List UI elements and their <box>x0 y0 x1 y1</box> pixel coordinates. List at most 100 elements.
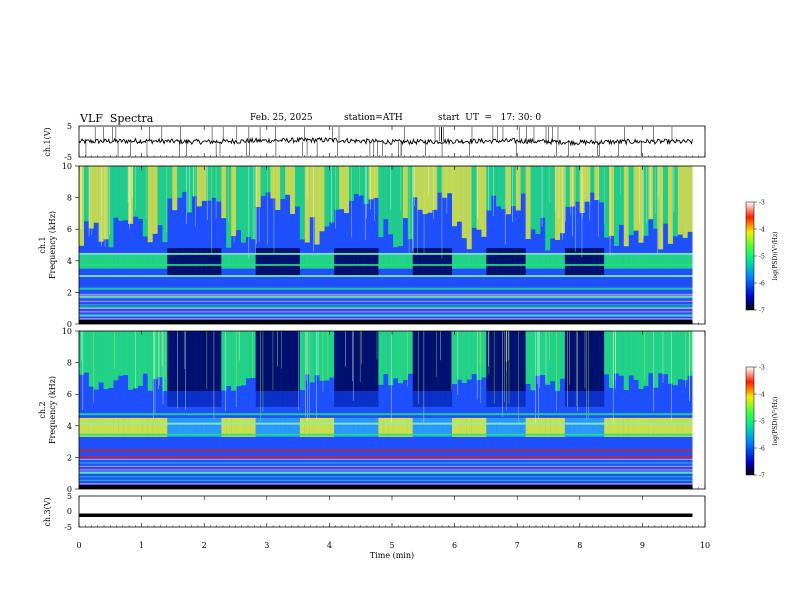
spectrogram-cell <box>250 331 256 378</box>
spectrogram-cell <box>604 254 610 269</box>
spectrogram-cell <box>599 417 605 437</box>
spectrogram-cell <box>437 391 443 407</box>
spectrogram-band <box>79 449 693 452</box>
spectrogram-cell <box>559 254 565 269</box>
spectrogram-cell <box>618 254 624 269</box>
spectrogram-cell <box>427 166 433 213</box>
spectrogram-cell <box>88 166 94 229</box>
spectrogram-cell <box>294 391 300 407</box>
spectrogram-band <box>79 462 693 464</box>
spectrogram-cell <box>299 417 305 437</box>
spectrogram-cell <box>344 331 350 392</box>
spectrogram-cell <box>132 417 138 437</box>
spectrogram-cell <box>456 331 462 380</box>
spectrogram-cell <box>574 331 580 392</box>
spectrogram-cell <box>221 254 227 269</box>
spectrogram-cell <box>432 417 438 437</box>
spectrogram-cell <box>216 391 222 407</box>
spectrogram-cell <box>687 166 693 232</box>
spectrogram-cell <box>447 391 453 407</box>
spectrogram-cell <box>432 248 438 277</box>
spectrogram-cell <box>663 166 669 224</box>
spectrogram-cell <box>618 331 624 376</box>
spectrogram-cell <box>201 166 207 201</box>
spectrogram-cell <box>633 417 639 437</box>
spectrogram-cell <box>471 166 477 228</box>
spectrogram-cell <box>108 331 114 388</box>
spectrogram-cell <box>599 391 605 407</box>
spectrogram-cell <box>540 331 546 375</box>
spectrogram-cell <box>231 417 237 437</box>
station-label: station=ATH <box>344 113 403 123</box>
spectrogram-cell <box>569 331 575 392</box>
spectrogram-cell <box>383 331 389 375</box>
spectrogram-cell <box>137 417 143 437</box>
spectrogram-cell <box>368 391 374 407</box>
spectrogram-cell <box>290 417 296 437</box>
spectrogram-cell <box>231 166 237 237</box>
spectrogram-cell <box>309 417 315 437</box>
spectrogram-cell <box>172 417 178 437</box>
spectrogram-band <box>79 471 693 474</box>
spectrogram-cell <box>623 166 629 247</box>
colorbar-tick-label: -7 <box>759 473 765 480</box>
spectrogram-cell <box>255 331 261 392</box>
spectrogram-cell <box>520 166 526 194</box>
spectrogram-cell <box>530 254 536 269</box>
spectrogram-cell <box>628 166 634 236</box>
spectrogram-cell <box>569 417 575 437</box>
spectrogram-cell <box>510 248 516 277</box>
spectrogram-cell <box>633 331 639 380</box>
spectrogram-band <box>79 300 693 302</box>
spectrogram-cell <box>245 417 251 437</box>
spectrogram-cell <box>589 331 595 392</box>
spectrogram-cell <box>304 254 310 269</box>
spectrogram-cell <box>442 331 448 392</box>
spectrogram-band <box>79 433 693 436</box>
spectrogram-cell <box>476 417 482 437</box>
spectrogram-cell <box>118 166 124 221</box>
spectrogram-cell <box>157 331 163 378</box>
spectrogram-cell <box>422 417 428 437</box>
spectrogram-cell <box>329 254 335 269</box>
spectrogram-cell <box>191 417 197 437</box>
spectrogram-cell <box>260 166 266 197</box>
spectrogram-cell <box>559 331 565 379</box>
spectrogram-cell <box>324 166 330 227</box>
spectrogram-cell <box>123 254 129 269</box>
ch2-colorbar-ticks: -3 -4 -5 -6 -7 <box>754 365 765 480</box>
spectrogram-cell <box>569 166 575 207</box>
spectrogram-cell <box>604 166 610 238</box>
spectrogram-cell <box>451 254 457 269</box>
spectrogram-band <box>79 458 693 461</box>
spectrogram-cell <box>383 254 389 269</box>
spectrogram-cell <box>231 254 237 269</box>
y-tick-label: 8 <box>67 194 72 203</box>
spectrogram-cell <box>589 417 595 437</box>
spectrogram-cell <box>643 417 649 437</box>
spectrogram-cell <box>79 254 84 269</box>
spectrogram-cell <box>589 166 595 193</box>
spectrogram-cell <box>618 417 624 437</box>
spectrogram-cell <box>663 254 669 269</box>
spectrogram-cell <box>358 166 364 196</box>
spectrogram-cell <box>280 331 286 392</box>
spectrogram-cell <box>334 417 340 437</box>
spectrogram-cell <box>545 166 551 251</box>
spectrogram-cell <box>147 331 153 391</box>
spectrogram-cell <box>658 166 664 250</box>
spectrogram-cell <box>550 331 556 382</box>
spectrogram-cell <box>672 417 678 437</box>
spectrogram-band <box>79 472 693 474</box>
spectrogram-cell <box>285 391 291 407</box>
spectrogram-cell <box>461 166 467 239</box>
spectrogram-cell <box>555 254 561 269</box>
colorbar-tick-label: -5 <box>759 254 765 261</box>
spectrogram-cell <box>564 248 570 277</box>
spectrogram-cell <box>687 331 693 376</box>
spectrogram-cell <box>250 417 256 437</box>
spectrogram-cell <box>672 166 678 237</box>
spectrogram-cell <box>643 166 649 236</box>
ch3-waveform-frame <box>78 495 706 528</box>
ch2-y-ticks: 0 2 4 6 8 10 <box>62 327 79 494</box>
